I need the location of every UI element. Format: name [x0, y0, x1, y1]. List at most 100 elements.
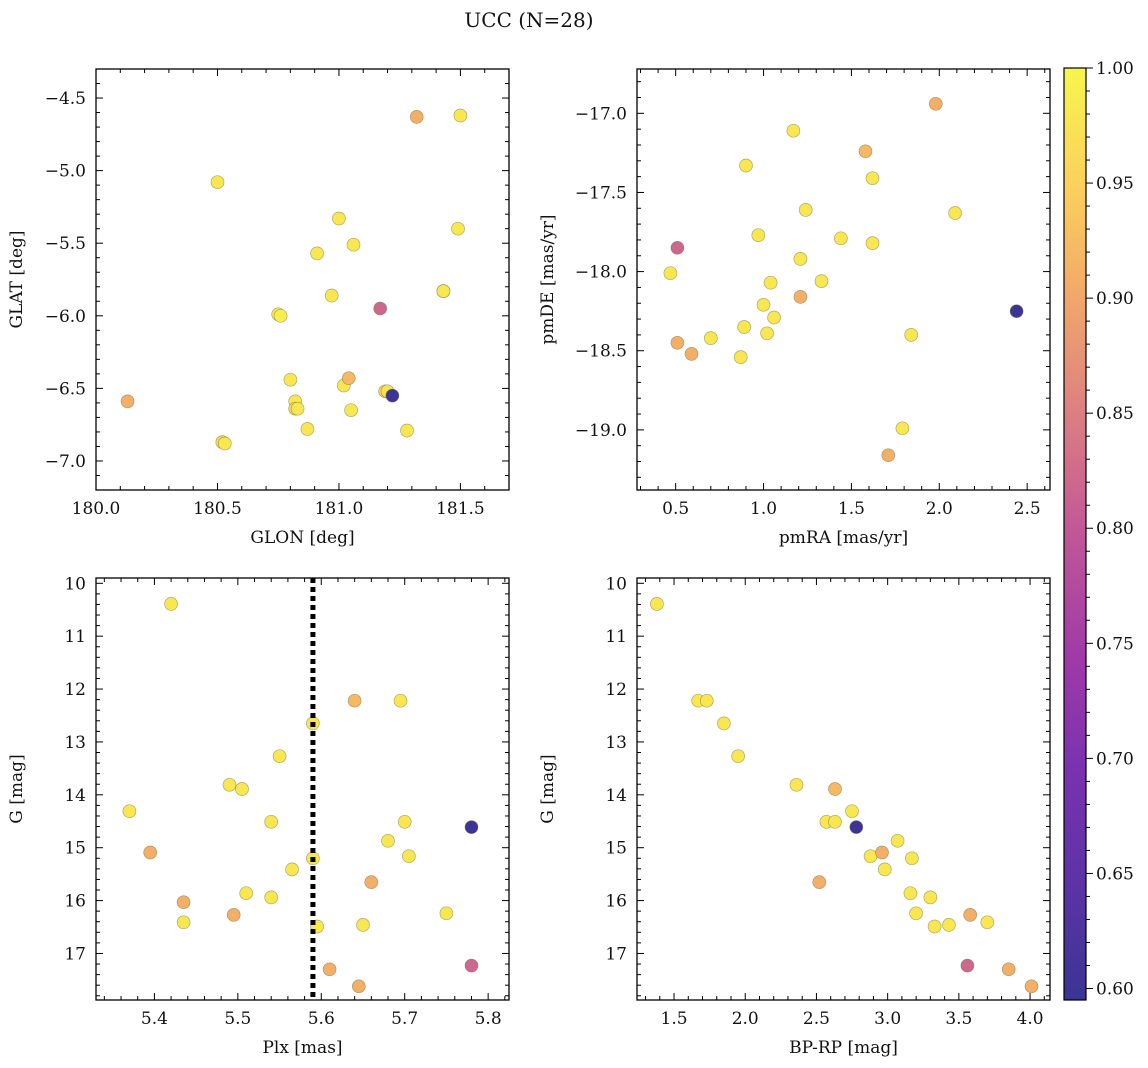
x-tick-label: 0.5 [662, 499, 689, 519]
scatter-point [300, 422, 315, 436]
scatter-point [737, 320, 752, 334]
scatter-point [834, 231, 848, 246]
scatter-point [122, 804, 137, 819]
scatter-point [731, 749, 745, 764]
scatter-point [865, 171, 880, 186]
y-tick-label: −19.0 [575, 421, 627, 441]
scatter-point [875, 845, 889, 860]
x-tick-label: 5.7 [391, 1009, 418, 1029]
scatter-point [346, 237, 361, 252]
scatter-point [756, 297, 771, 312]
y-tick-label: 16 [64, 892, 86, 912]
scatter-point [909, 906, 923, 921]
scatter-point [176, 895, 191, 910]
y-tick-label: 17 [64, 944, 86, 964]
x-axis-label: Plx [mas] [262, 1038, 342, 1058]
scatter-point [763, 275, 778, 290]
scatter-point [322, 962, 337, 977]
scatter-point [347, 693, 362, 708]
scatter-point [273, 308, 288, 323]
y-tick-label: 12 [605, 680, 627, 700]
scatter-point [222, 777, 237, 792]
x-tick-label: 3.5 [945, 1009, 972, 1029]
scatter-point [828, 814, 842, 829]
y-axis-label: GLAT [deg] [7, 230, 27, 328]
scatter-point [793, 290, 808, 304]
y-tick-label: −6.0 [45, 307, 86, 327]
scatter-point [397, 814, 412, 829]
scatter-point [789, 777, 804, 792]
scatter-point [210, 175, 225, 190]
scatter-point [786, 123, 801, 138]
scatter-point [356, 918, 370, 932]
axes-frame [95, 577, 510, 1001]
scatter-point [877, 862, 892, 877]
scatter-point [1024, 979, 1039, 994]
scatter-point [890, 833, 905, 848]
x-tick-label: 5.6 [308, 1009, 335, 1029]
y-tick-label: 17 [605, 944, 627, 964]
scatter-point [858, 144, 873, 159]
x-axis-label: GLON [deg] [250, 528, 354, 548]
y-tick-label: −17.0 [575, 104, 627, 124]
colorbar-tick-label: 0.90 [1096, 289, 1134, 309]
scatter-point [385, 388, 400, 403]
scatter-point [828, 782, 842, 796]
scatter-point [927, 919, 942, 934]
scatter-point [272, 749, 287, 764]
scatter-point [1009, 304, 1024, 319]
panel-plx-g: 5.4 5.5 5.6 5.7 5.8 10 11 12 13 14 15 16 17 Plx [mas]… [7, 574, 510, 1058]
scatter-point [663, 266, 678, 281]
x-tick-label: 1.5 [661, 1009, 688, 1029]
scatter-point [226, 908, 241, 922]
y-tick-label: 15 [605, 839, 627, 859]
x-tick-label: 5.5 [224, 1009, 251, 1029]
scatter-point [703, 331, 718, 345]
scatter-point [176, 915, 191, 930]
y-axis-label: pmDE [mas/yr] [538, 214, 558, 344]
scatter-point [670, 335, 685, 350]
y-tick-label: 11 [64, 627, 86, 647]
scatter-point [699, 693, 714, 708]
scatter-point [453, 108, 468, 123]
y-tick-label: 10 [64, 574, 86, 594]
y-tick-label: 13 [64, 733, 86, 753]
y-tick-label: −18.5 [575, 342, 627, 362]
scatter-point [239, 886, 254, 901]
scatter-point [400, 423, 414, 438]
y-axis-label: G [mag] [7, 754, 27, 823]
scatter-point [717, 716, 731, 731]
scatter-point [650, 597, 664, 611]
scatter-point [942, 918, 956, 932]
scatter-point [235, 782, 249, 796]
y-tick-label: 13 [605, 733, 627, 753]
scatter-point [393, 693, 408, 708]
y-tick-label: −18.0 [575, 263, 627, 283]
scatter-point [344, 403, 358, 418]
scatter-point [767, 310, 781, 325]
colorbar-tick-label: 0.70 [1096, 749, 1134, 769]
scatter-point [364, 875, 379, 889]
y-tick-label: 14 [605, 786, 627, 806]
y-tick-label: 10 [605, 574, 627, 594]
y-tick-label: −5.0 [45, 162, 86, 182]
x-tick-label: 2.0 [926, 499, 953, 519]
scatter-point [881, 448, 896, 463]
x-tick-label: 2.0 [732, 1009, 759, 1029]
scatter-point [451, 221, 465, 236]
x-tick-label: 2.5 [1014, 499, 1041, 519]
scatter-point [402, 849, 416, 864]
scatter-point [849, 820, 864, 834]
y-tick-label: −4.5 [45, 89, 86, 109]
x-axis-label: BP-RP [mag] [789, 1038, 898, 1058]
scatter-point [684, 347, 699, 361]
y-tick-label: 16 [605, 892, 627, 912]
scatter-point [904, 328, 919, 342]
scatter-point [793, 252, 808, 266]
scatter-point [436, 284, 451, 298]
panel-pmra-pmde: 0.5 1.0 1.5 2.0 2.5 −19.0 −18.5 −18.0 −17.5 −17.0… [538, 68, 1051, 548]
panel-glon-glat: 180.0 180.5 181.0 181.5 −7.0 −6.5 −6.0 −5.5 −5.0… [7, 68, 510, 548]
axes-frame [636, 577, 1051, 1001]
scatter-point [948, 206, 962, 220]
